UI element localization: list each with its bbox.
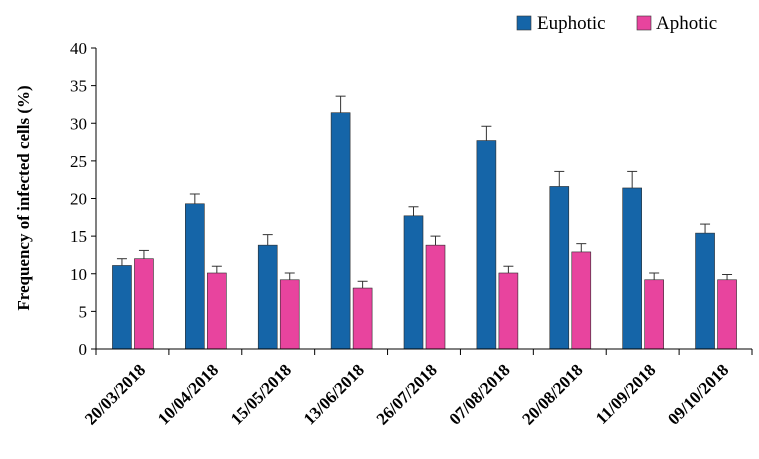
bar-euphotic	[112, 265, 132, 350]
y-tick-label: 0	[79, 340, 88, 359]
y-tick-label: 25	[70, 152, 87, 171]
bar-aphotic	[498, 272, 519, 350]
bar-euphotic	[330, 112, 351, 350]
y-tick-label: 35	[70, 77, 87, 96]
y-axis-label: Frequency of infected cells (%)	[14, 85, 33, 310]
x-tick-label: 11/09/2018	[592, 360, 660, 428]
x-tick-label: 20/03/2018	[81, 360, 149, 428]
bar-euphotic	[257, 244, 278, 350]
bar-euphotic	[476, 140, 497, 350]
x-tick-label: 15/05/2018	[227, 360, 295, 428]
bar-aphotic	[134, 258, 154, 350]
legend-swatch-aphotic	[636, 15, 652, 31]
y-tick-label: 10	[70, 265, 87, 284]
x-tick-label: 09/10/2018	[664, 360, 732, 428]
legend-swatch-euphotic	[516, 15, 532, 31]
x-tick-label: 20/08/2018	[518, 360, 586, 428]
x-tick-label: 13/06/2018	[300, 360, 368, 428]
bar-euphotic	[549, 186, 570, 350]
bar-aphotic	[279, 279, 300, 350]
legend: Euphotic Aphotic	[516, 13, 717, 34]
bar-aphotic	[352, 287, 373, 350]
y-axis: 0 5 10 15 20 25 30 35 40	[70, 39, 97, 359]
y-tick-label: 5	[79, 302, 88, 321]
legend-label-aphotic: Aphotic	[656, 13, 717, 34]
legend-label-euphotic: Euphotic	[537, 13, 606, 34]
bar-aphotic	[571, 251, 592, 350]
bar-aphotic	[425, 244, 446, 350]
x-tick-label: 07/08/2018	[446, 360, 514, 428]
bar-euphotic	[185, 203, 205, 350]
bar-aphotic	[717, 279, 737, 350]
bar-euphotic	[622, 187, 642, 350]
x-tick-label: 10/04/2018	[154, 360, 222, 428]
y-tick-label: 20	[70, 190, 87, 209]
bars	[112, 95, 737, 350]
x-axis: 20/03/2018 10/04/2018 15/05/2018 13/06/2018…	[81, 348, 753, 429]
y-tick-label: 40	[70, 39, 87, 58]
bar-aphotic	[644, 279, 664, 350]
y-tick-label: 15	[70, 227, 87, 246]
y-tick-label: 30	[70, 114, 87, 133]
x-tick-label: 26/07/2018	[373, 360, 441, 428]
bar-euphotic	[695, 232, 715, 350]
bar-euphotic	[403, 215, 424, 350]
bar-aphotic	[207, 272, 227, 350]
